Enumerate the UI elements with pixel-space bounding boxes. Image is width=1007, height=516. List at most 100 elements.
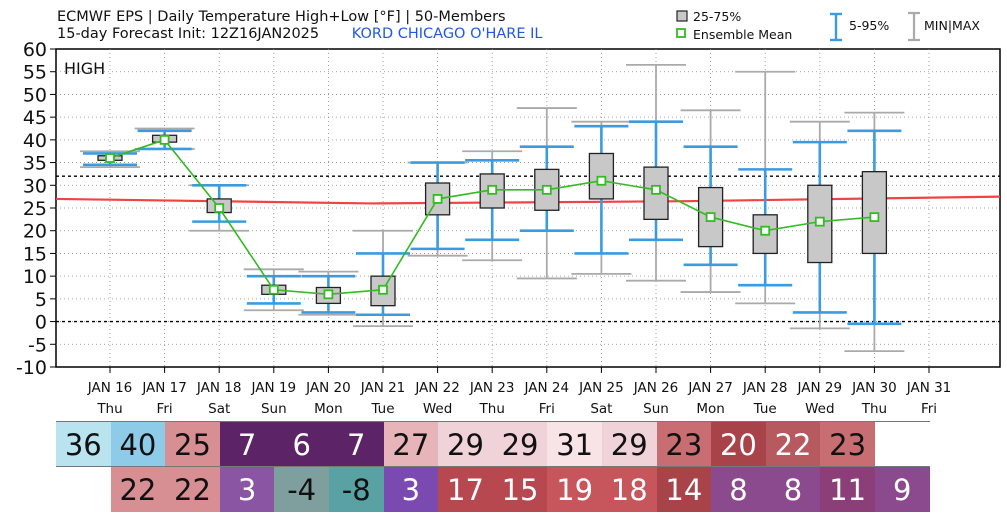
x-tick-label: JAN 29 [797, 380, 843, 396]
high-temp-cell: 40 [110, 422, 166, 467]
ensemble-mean-marker [432, 194, 443, 204]
weekday-label: Thu [96, 401, 122, 417]
x-tick-label: JAN 28 [742, 380, 788, 396]
ensemble-mean-marker [159, 134, 170, 145]
weekday-label: Mon [696, 401, 724, 417]
high-temp-cell: 20 [711, 422, 766, 467]
station-location: KORD CHICAGO O'HARE IL [351, 26, 543, 42]
weekday-label: Wed [805, 401, 834, 417]
low-temp-cell: 18 [601, 467, 657, 512]
legend-whisker-swatch [830, 12, 842, 42]
legend-mean-swatch [676, 28, 686, 38]
weekday-label: Tue [753, 401, 777, 417]
ensemble-mean-marker [323, 289, 334, 300]
high-temp-cell: 29 [438, 422, 493, 467]
low-temp-cell: 8 [765, 467, 821, 512]
high-temp-cell: 23 [820, 422, 875, 467]
low-temp-cell: 3 [219, 467, 275, 512]
low-temp-cell [56, 467, 111, 512]
ensemble-mean-marker [214, 203, 225, 213]
x-tick-label: JAN 19 [251, 380, 297, 396]
x-tick-label: JAN 20 [305, 380, 351, 396]
x-tick-label: JAN 25 [578, 380, 624, 396]
panel-label: HIGH [64, 59, 105, 78]
y-tick-label: 35 [23, 153, 47, 175]
ensemble-mean-marker [268, 284, 279, 295]
ensemble-mean-marker [487, 184, 498, 195]
chart-subtitle: 15-day Forecast Init: 12Z16JAN2025 KORD … [57, 26, 543, 42]
y-tick-label: 30 [23, 175, 47, 197]
weekday-label: Sat [208, 401, 230, 417]
ensemble-mean-marker [596, 175, 607, 186]
low-temp-cell: 8 [711, 467, 766, 512]
y-tick-label: 45 [23, 107, 47, 129]
x-tick-label: JAN 16 [87, 380, 133, 396]
x-tick-label: JAN 24 [524, 380, 570, 396]
high-temp-cell: 7 [219, 422, 275, 467]
x-tick-label: JAN 22 [414, 380, 460, 396]
low-temp-cell: 3 [383, 467, 439, 512]
y-tick-label: 55 [23, 62, 47, 84]
high-temp-cell: 29 [492, 422, 548, 467]
y-tick-label: 5 [35, 289, 47, 311]
legend-mean-label: Ensemble Mean [693, 27, 793, 42]
high-temp-cell: 6 [274, 422, 329, 467]
x-tick-label: JAN 31 [906, 380, 952, 396]
init-time: 15-day Forecast Init: 12Z16JAN2025 [57, 26, 320, 42]
ensemble-mean-marker [760, 225, 771, 236]
low-temp-cell: 17 [438, 467, 493, 512]
daily-low-row: 22 22 3 -4 -8 3 17 15 19 18 14 8 8 11 9 [56, 466, 930, 512]
x-tick-label: JAN 30 [851, 380, 897, 396]
y-tick-label: 15 [23, 243, 47, 265]
low-temp-cell: -4 [274, 467, 329, 512]
weekday-label: Sat [590, 401, 612, 417]
y-tick-label: 50 [23, 84, 47, 106]
high-temp-cell: 27 [383, 422, 439, 467]
low-temp-cell: 14 [656, 467, 712, 512]
high-temp-cell: 25 [165, 422, 220, 467]
high-temp-cell: 31 [547, 422, 602, 467]
weekday-label: Fri [539, 401, 555, 417]
x-tick-label: JAN 27 [687, 380, 733, 396]
high-temp-cell: 23 [656, 422, 712, 467]
weekday-label: Tue [370, 401, 394, 417]
legend-minmax-label: MIN|MAX [924, 18, 980, 33]
x-tick-label: JAN 18 [196, 380, 242, 396]
ensemble-mean-marker [651, 184, 661, 195]
y-tick-label: 0 [35, 312, 47, 334]
high-temp-cell: 7 [328, 422, 384, 467]
weekday-label: Sun [643, 401, 669, 417]
low-temp-cell: -8 [328, 467, 384, 512]
y-tick-label: 10 [23, 266, 47, 288]
chart-title: ECMWF EPS | Daily Temperature High+Low [… [57, 9, 506, 25]
low-temp-cell: 19 [547, 467, 602, 512]
y-tick-label: -5 [28, 334, 47, 356]
ensemble-mean-marker [105, 153, 115, 163]
high-temp-cell: 29 [601, 422, 657, 467]
ensemble-mean-marker [541, 184, 552, 195]
y-tick-label: -10 [16, 357, 47, 379]
high-temp-cell: 36 [56, 422, 111, 467]
high-temp-cell: 22 [765, 422, 821, 467]
weekday-label: Fri [921, 401, 937, 417]
x-tick-label: JAN 26 [633, 380, 679, 396]
ensemble-mean-marker [378, 284, 388, 295]
y-tick-label: 20 [23, 221, 47, 243]
weekday-label: Wed [423, 401, 452, 417]
weekday-label: Sun [261, 401, 287, 417]
weekday-label: Thu [861, 401, 887, 417]
weekday-label: Fri [157, 401, 173, 417]
low-temp-cell: 22 [165, 467, 220, 512]
daily-high-row: 36 40 25 7 6 7 27 29 29 31 29 23 20 22 23 [56, 421, 930, 467]
ensemble-mean-marker [814, 216, 825, 227]
high-temp-cell [874, 422, 930, 467]
legend-minmax-swatch [908, 11, 920, 42]
weekday-label: Mon [314, 401, 342, 417]
y-tick-label: 40 [23, 130, 47, 152]
ensemble-mean-marker [705, 212, 716, 222]
low-temp-cell: 11 [820, 467, 875, 512]
y-tick-label: 60 [23, 39, 47, 61]
x-tick-label: JAN 21 [360, 380, 406, 396]
